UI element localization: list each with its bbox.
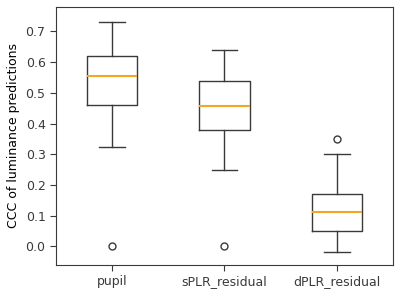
Y-axis label: CCC of luminance predictions: CCC of luminance predictions xyxy=(7,43,20,228)
